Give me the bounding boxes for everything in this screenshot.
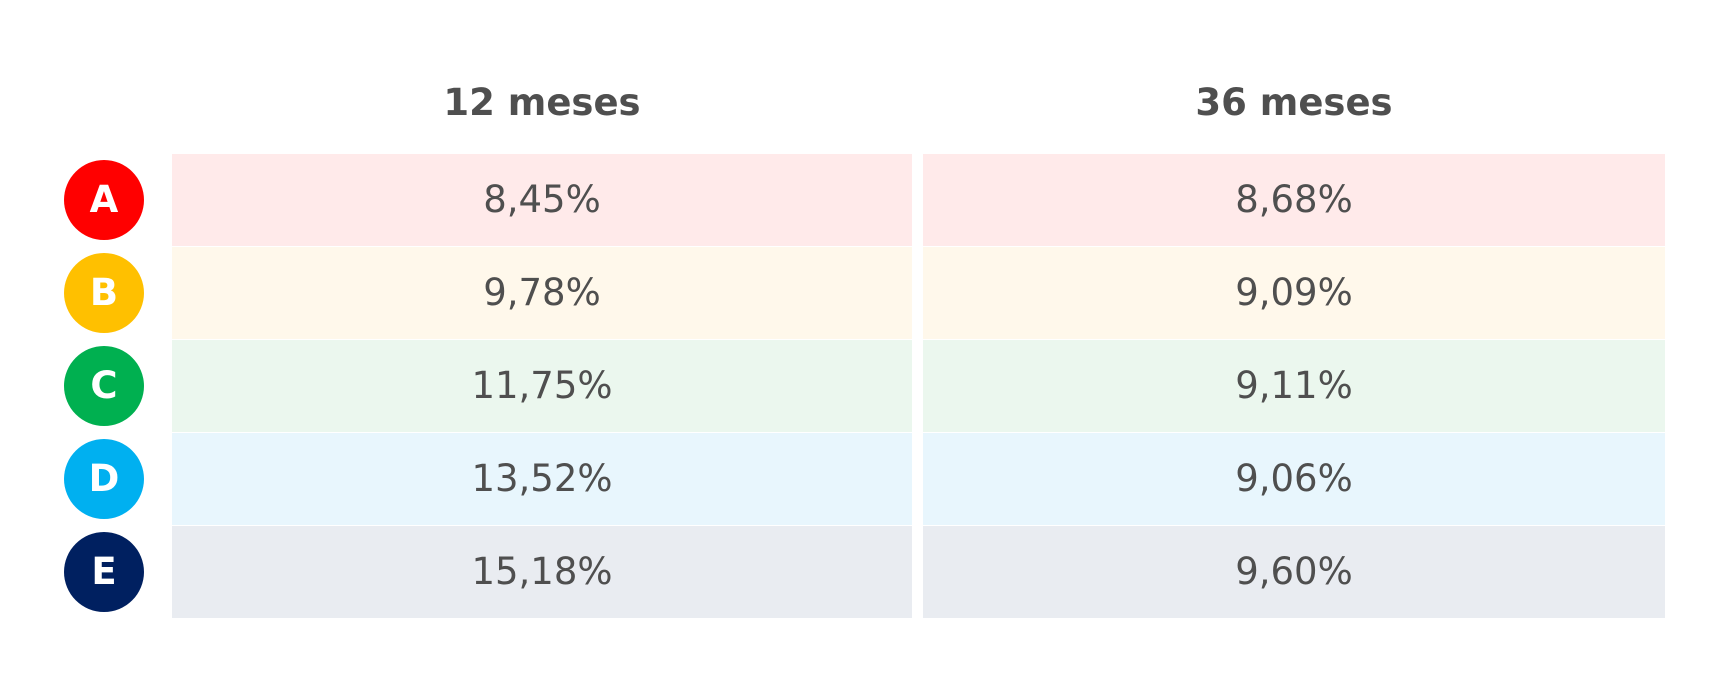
value-cell-36-meses: 8,68% — [923, 154, 1665, 246]
value-cell-36-meses: 9,09% — [923, 247, 1665, 339]
value-cell-12-meses: 9,78% — [172, 247, 912, 339]
table-row-c: C 11,75% 9,11% — [0, 340, 1727, 432]
rating-badge-e: E — [64, 532, 144, 612]
value-cell-36-meses: 9,06% — [923, 433, 1665, 525]
table-row-d: D 13,52% 9,06% — [0, 433, 1727, 525]
column-header-12-meses: 12 meses — [443, 81, 641, 124]
value-cell-12-meses: 13,52% — [172, 433, 912, 525]
rating-badge-a: A — [64, 160, 144, 240]
table-row-a: A 8,45% 8,68% — [0, 154, 1727, 246]
rating-badge-b: B — [64, 253, 144, 333]
rating-badge-c: C — [64, 346, 144, 426]
rating-badge-d: D — [64, 439, 144, 519]
table-row-b: B 9,78% 9,09% — [0, 247, 1727, 339]
value-cell-36-meses: 9,11% — [923, 340, 1665, 432]
value-cell-12-meses: 8,45% — [172, 154, 912, 246]
value-cell-36-meses: 9,60% — [923, 526, 1665, 618]
value-cell-12-meses: 11,75% — [172, 340, 912, 432]
value-cell-12-meses: 15,18% — [172, 526, 912, 618]
table-row-e: E 15,18% 9,60% — [0, 526, 1727, 618]
column-header-36-meses: 36 meses — [1195, 81, 1393, 124]
